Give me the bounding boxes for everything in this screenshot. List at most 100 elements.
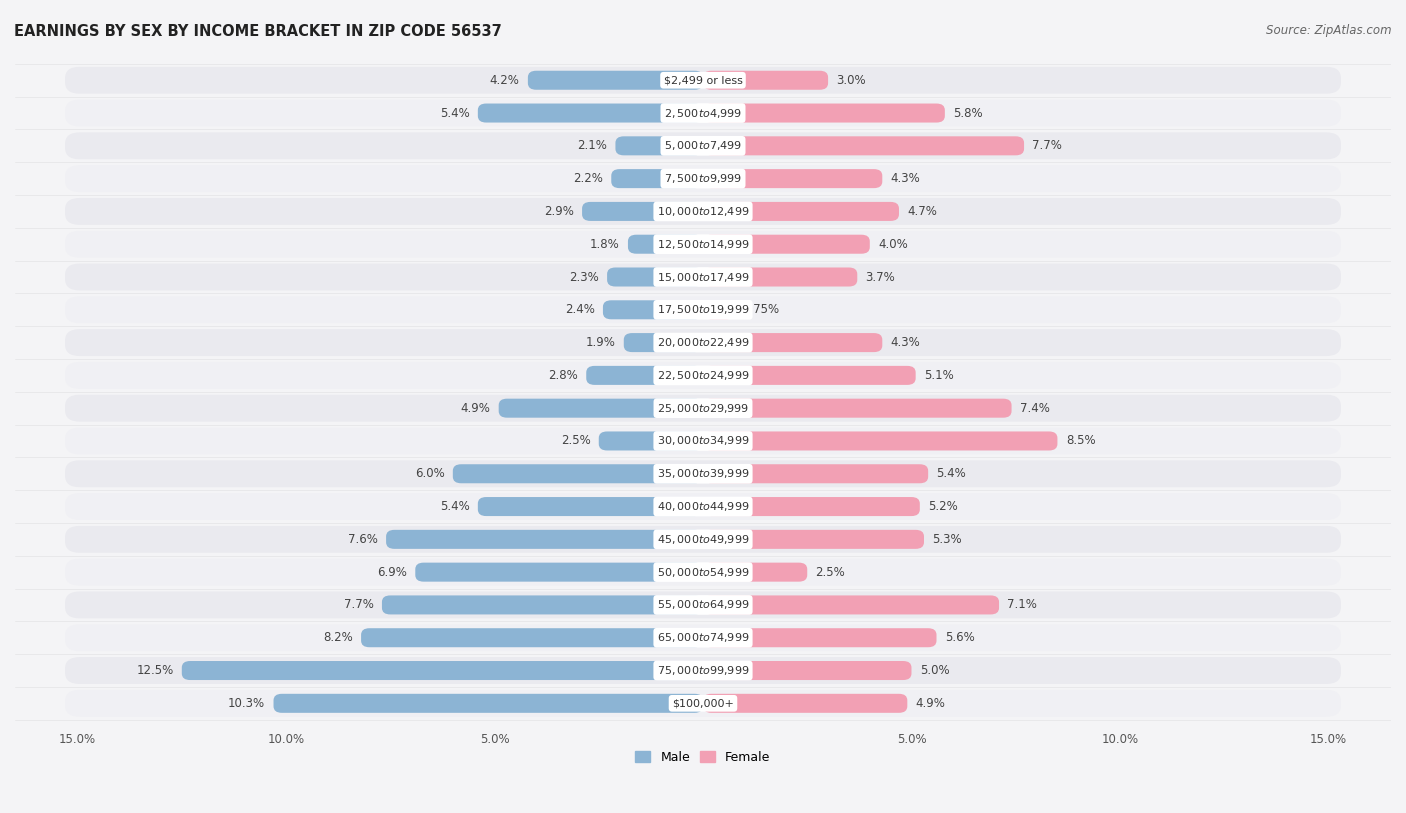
FancyBboxPatch shape bbox=[586, 366, 703, 385]
Text: 4.9%: 4.9% bbox=[461, 402, 491, 415]
FancyBboxPatch shape bbox=[478, 103, 703, 123]
Text: 4.3%: 4.3% bbox=[890, 336, 921, 349]
Text: $35,000 to $39,999: $35,000 to $39,999 bbox=[657, 467, 749, 480]
FancyBboxPatch shape bbox=[274, 693, 703, 713]
Text: 2.5%: 2.5% bbox=[561, 434, 591, 447]
Text: 2.9%: 2.9% bbox=[544, 205, 574, 218]
FancyBboxPatch shape bbox=[624, 333, 703, 352]
FancyBboxPatch shape bbox=[703, 366, 915, 385]
Text: 8.5%: 8.5% bbox=[1066, 434, 1095, 447]
FancyBboxPatch shape bbox=[382, 595, 703, 615]
FancyBboxPatch shape bbox=[703, 628, 936, 647]
FancyBboxPatch shape bbox=[612, 169, 703, 188]
Text: $5,000 to $7,499: $5,000 to $7,499 bbox=[664, 139, 742, 152]
Text: $50,000 to $54,999: $50,000 to $54,999 bbox=[657, 566, 749, 579]
Text: 10.3%: 10.3% bbox=[228, 697, 266, 710]
Text: 2.3%: 2.3% bbox=[569, 271, 599, 284]
Text: 5.0%: 5.0% bbox=[920, 664, 949, 677]
Text: $20,000 to $22,499: $20,000 to $22,499 bbox=[657, 336, 749, 349]
Text: 1.9%: 1.9% bbox=[585, 336, 616, 349]
FancyBboxPatch shape bbox=[65, 329, 1341, 356]
Text: 0.75%: 0.75% bbox=[742, 303, 780, 316]
FancyBboxPatch shape bbox=[453, 464, 703, 483]
Text: 3.0%: 3.0% bbox=[837, 74, 866, 87]
Text: $100,000+: $100,000+ bbox=[672, 698, 734, 708]
Legend: Male, Female: Male, Female bbox=[630, 746, 776, 769]
FancyBboxPatch shape bbox=[607, 267, 703, 286]
FancyBboxPatch shape bbox=[65, 165, 1341, 192]
FancyBboxPatch shape bbox=[65, 133, 1341, 159]
FancyBboxPatch shape bbox=[703, 563, 807, 581]
FancyBboxPatch shape bbox=[499, 398, 703, 418]
Text: $15,000 to $17,499: $15,000 to $17,499 bbox=[657, 271, 749, 284]
FancyBboxPatch shape bbox=[65, 592, 1341, 619]
FancyBboxPatch shape bbox=[181, 661, 703, 680]
FancyBboxPatch shape bbox=[703, 595, 1000, 615]
Text: 4.9%: 4.9% bbox=[915, 697, 945, 710]
FancyBboxPatch shape bbox=[65, 460, 1341, 487]
Text: 2.4%: 2.4% bbox=[565, 303, 595, 316]
FancyBboxPatch shape bbox=[65, 690, 1341, 717]
FancyBboxPatch shape bbox=[703, 235, 870, 254]
Text: 7.7%: 7.7% bbox=[343, 598, 374, 611]
FancyBboxPatch shape bbox=[65, 493, 1341, 520]
Text: 5.3%: 5.3% bbox=[932, 533, 962, 546]
FancyBboxPatch shape bbox=[415, 563, 703, 581]
Text: 7.1%: 7.1% bbox=[1007, 598, 1038, 611]
Text: 7.6%: 7.6% bbox=[347, 533, 378, 546]
Text: $10,000 to $12,499: $10,000 to $12,499 bbox=[657, 205, 749, 218]
Text: $65,000 to $74,999: $65,000 to $74,999 bbox=[657, 631, 749, 644]
Text: Source: ZipAtlas.com: Source: ZipAtlas.com bbox=[1267, 24, 1392, 37]
FancyBboxPatch shape bbox=[65, 362, 1341, 389]
Text: 8.2%: 8.2% bbox=[323, 631, 353, 644]
Text: 5.1%: 5.1% bbox=[924, 369, 953, 382]
Text: 4.3%: 4.3% bbox=[890, 172, 921, 185]
FancyBboxPatch shape bbox=[65, 559, 1341, 585]
FancyBboxPatch shape bbox=[628, 235, 703, 254]
FancyBboxPatch shape bbox=[703, 398, 1011, 418]
Text: 5.6%: 5.6% bbox=[945, 631, 974, 644]
FancyBboxPatch shape bbox=[65, 297, 1341, 324]
FancyBboxPatch shape bbox=[387, 530, 703, 549]
FancyBboxPatch shape bbox=[703, 300, 734, 320]
Text: 1.8%: 1.8% bbox=[591, 237, 620, 250]
Text: 7.7%: 7.7% bbox=[1032, 139, 1063, 152]
FancyBboxPatch shape bbox=[603, 300, 703, 320]
Text: EARNINGS BY SEX BY INCOME BRACKET IN ZIP CODE 56537: EARNINGS BY SEX BY INCOME BRACKET IN ZIP… bbox=[14, 24, 502, 39]
FancyBboxPatch shape bbox=[65, 263, 1341, 290]
FancyBboxPatch shape bbox=[703, 661, 911, 680]
Text: 2.2%: 2.2% bbox=[574, 172, 603, 185]
FancyBboxPatch shape bbox=[703, 71, 828, 89]
Text: $7,500 to $9,999: $7,500 to $9,999 bbox=[664, 172, 742, 185]
Text: 3.7%: 3.7% bbox=[866, 271, 896, 284]
Text: $2,500 to $4,999: $2,500 to $4,999 bbox=[664, 107, 742, 120]
Text: 5.4%: 5.4% bbox=[440, 500, 470, 513]
FancyBboxPatch shape bbox=[703, 464, 928, 483]
FancyBboxPatch shape bbox=[703, 137, 1024, 155]
FancyBboxPatch shape bbox=[361, 628, 703, 647]
Text: 5.8%: 5.8% bbox=[953, 107, 983, 120]
Text: $30,000 to $34,999: $30,000 to $34,999 bbox=[657, 434, 749, 447]
Text: 12.5%: 12.5% bbox=[136, 664, 173, 677]
FancyBboxPatch shape bbox=[703, 530, 924, 549]
FancyBboxPatch shape bbox=[703, 693, 907, 713]
FancyBboxPatch shape bbox=[65, 624, 1341, 651]
Text: $55,000 to $64,999: $55,000 to $64,999 bbox=[657, 598, 749, 611]
Text: 6.9%: 6.9% bbox=[377, 566, 406, 579]
FancyBboxPatch shape bbox=[703, 202, 898, 221]
FancyBboxPatch shape bbox=[582, 202, 703, 221]
Text: $17,500 to $19,999: $17,500 to $19,999 bbox=[657, 303, 749, 316]
FancyBboxPatch shape bbox=[703, 169, 883, 188]
FancyBboxPatch shape bbox=[703, 267, 858, 286]
FancyBboxPatch shape bbox=[599, 432, 703, 450]
FancyBboxPatch shape bbox=[703, 432, 1057, 450]
Text: $45,000 to $49,999: $45,000 to $49,999 bbox=[657, 533, 749, 546]
Text: 5.4%: 5.4% bbox=[936, 467, 966, 480]
Text: $25,000 to $29,999: $25,000 to $29,999 bbox=[657, 402, 749, 415]
Text: 5.4%: 5.4% bbox=[440, 107, 470, 120]
Text: 2.8%: 2.8% bbox=[548, 369, 578, 382]
Text: 4.7%: 4.7% bbox=[907, 205, 938, 218]
FancyBboxPatch shape bbox=[65, 100, 1341, 127]
FancyBboxPatch shape bbox=[65, 198, 1341, 225]
FancyBboxPatch shape bbox=[703, 497, 920, 516]
